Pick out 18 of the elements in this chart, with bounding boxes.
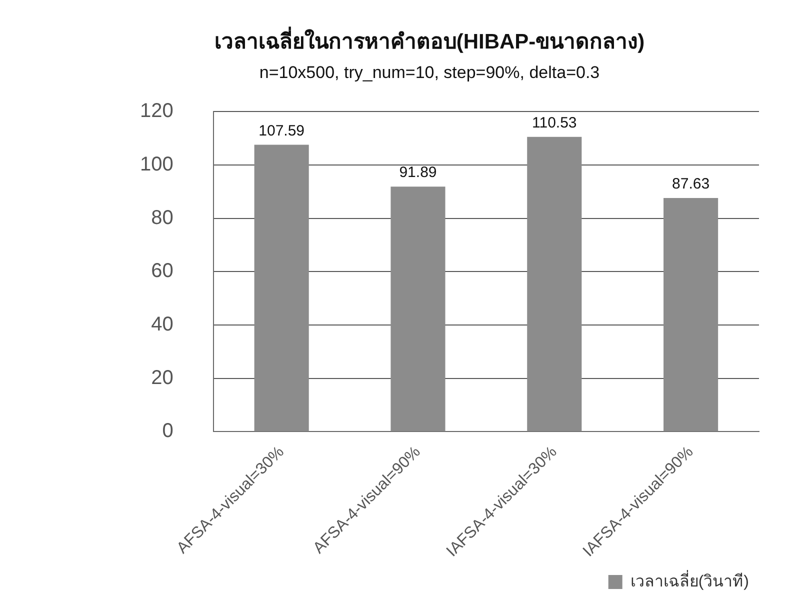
- legend-label: เวลาเฉลี่ย(วินาที): [630, 569, 749, 590]
- y-tick-label: 20: [151, 366, 174, 389]
- bar: [664, 198, 718, 432]
- y-tick-label: 120: [140, 100, 174, 122]
- bar: [527, 136, 582, 432]
- data-label: 91.89: [399, 164, 437, 182]
- data-label: 107.59: [258, 122, 305, 140]
- bar: [390, 186, 446, 432]
- y-tick-label: 100: [140, 153, 174, 176]
- data-label: 110.53: [532, 114, 577, 132]
- y-tick-label: 40: [151, 314, 174, 336]
- y-tick-label: 60: [151, 260, 174, 282]
- chart-subtitle: n=10x500, try_num=10, step=90%, delta=0.3: [259, 63, 600, 82]
- chart-title: เวลาเฉลี่ยในการหาคำตอบ(HIBAP-ขนาดกลาง): [214, 25, 645, 54]
- y-tick-label: 0: [162, 420, 174, 442]
- bar: [254, 144, 309, 432]
- y-tick-label: 80: [151, 206, 174, 229]
- data-label: 87.63: [672, 176, 710, 193]
